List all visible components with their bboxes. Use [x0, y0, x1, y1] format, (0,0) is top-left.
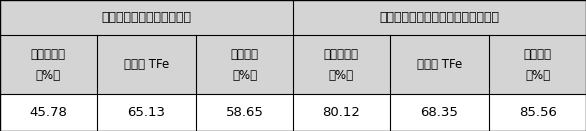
- Bar: [97, 94, 196, 131]
- Text: 铁回收率: 铁回收率: [231, 48, 258, 61]
- Bar: [489, 94, 586, 131]
- Bar: [196, 35, 293, 94]
- Bar: [390, 94, 489, 131]
- Bar: [293, 0, 586, 35]
- Text: 45.78: 45.78: [29, 106, 67, 119]
- Text: 58.65: 58.65: [226, 106, 264, 119]
- Text: 羟甲基纤维素钓（对照例）: 羟甲基纤维素钓（对照例）: [101, 11, 192, 24]
- Text: 85.56: 85.56: [519, 106, 557, 119]
- Text: 68.35: 68.35: [421, 106, 458, 119]
- Bar: [390, 35, 489, 94]
- Bar: [293, 94, 390, 131]
- Text: 铁精矿 TFe: 铁精矿 TFe: [417, 58, 462, 71]
- Text: 65.13: 65.13: [128, 106, 165, 119]
- Text: （%）: （%）: [36, 69, 61, 82]
- Bar: [293, 35, 390, 94]
- Bar: [0, 35, 97, 94]
- Text: （%）: （%）: [525, 69, 550, 82]
- Bar: [97, 35, 196, 94]
- Text: （%）: （%）: [329, 69, 354, 82]
- Text: 铁回收率: 铁回收率: [524, 48, 551, 61]
- Bar: [0, 0, 293, 35]
- Bar: [0, 94, 97, 131]
- Text: 铁精矿 TFe: 铁精矿 TFe: [124, 58, 169, 71]
- Text: 80.12: 80.12: [322, 106, 360, 119]
- Bar: [489, 35, 586, 94]
- Text: 改性羟甲基纤维素基矿物浮选抑制剂: 改性羟甲基纤维素基矿物浮选抑制剂: [380, 11, 499, 24]
- Text: 铁精矿产率: 铁精矿产率: [324, 48, 359, 61]
- Bar: [196, 94, 293, 131]
- Text: （%）: （%）: [232, 69, 257, 82]
- Text: 铁精矿产率: 铁精矿产率: [31, 48, 66, 61]
